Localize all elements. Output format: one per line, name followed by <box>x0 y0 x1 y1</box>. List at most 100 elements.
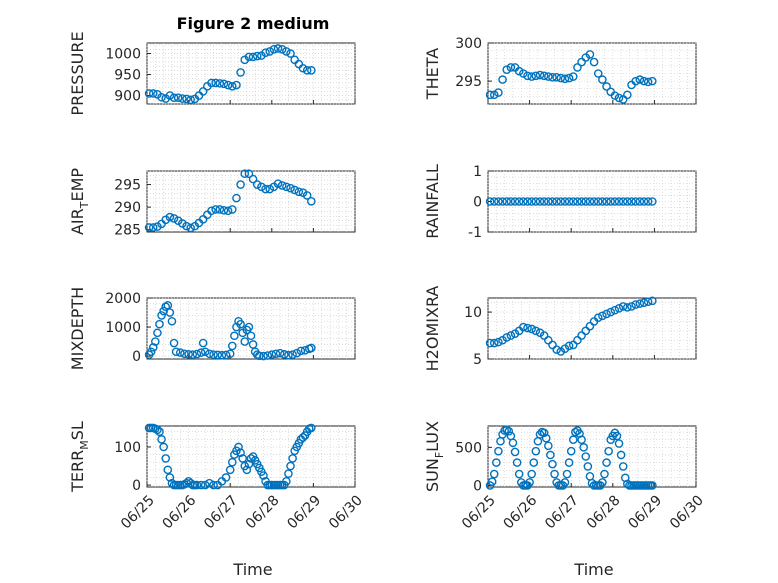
data-point <box>186 95 195 105</box>
data-point <box>284 350 293 360</box>
data-point <box>485 197 495 206</box>
y-tick-label: 1 <box>473 164 482 180</box>
data-point <box>307 343 316 353</box>
y-axis-label-rainfall: RAINFALL <box>423 164 442 239</box>
data-point <box>198 87 208 96</box>
data-point <box>188 350 198 359</box>
y-tick-label: 0 <box>132 349 141 365</box>
data-point <box>514 469 524 479</box>
data-point <box>602 309 611 319</box>
data-point <box>502 333 512 342</box>
data-point <box>544 197 553 206</box>
data-point <box>236 448 245 457</box>
data-point <box>146 347 156 357</box>
data-point <box>614 197 624 206</box>
data-point <box>579 443 588 452</box>
x-tick-label: 06/28 <box>584 493 624 533</box>
data-point <box>598 478 607 487</box>
data-point <box>227 82 237 91</box>
data-point <box>552 73 561 82</box>
subplot-sun-flux: 0 500 06/25 06/26 06/27 06/28 06/29 06/30 SUNFLU… <box>423 421 707 532</box>
data-point <box>267 350 277 359</box>
data-point <box>236 319 245 329</box>
data-point <box>167 316 177 326</box>
data-point <box>519 69 528 78</box>
figure-title: Figure 2 medium <box>177 14 330 33</box>
data-point <box>564 73 574 83</box>
data-point <box>639 76 649 86</box>
data-point <box>215 205 225 214</box>
data-point <box>246 331 256 341</box>
data-point <box>502 425 512 435</box>
data-point <box>277 45 287 54</box>
data-point <box>494 88 503 97</box>
data-point <box>504 427 514 436</box>
data-point <box>539 71 549 81</box>
subplot-terr-msl: 0 100 06/25 06/26 06/27 06/28 06/29 06/30 TERRMS… <box>68 421 366 532</box>
data-point <box>269 45 279 54</box>
data-point <box>298 433 308 442</box>
data-point <box>618 302 628 311</box>
data-point <box>255 351 264 361</box>
data-point <box>302 66 312 75</box>
data-point <box>211 205 220 214</box>
data-point <box>165 212 175 222</box>
y-tick-label: 300 <box>455 36 482 52</box>
x-tick-label: 06/27 <box>542 493 582 533</box>
data-point <box>290 185 299 195</box>
data-point <box>568 435 578 445</box>
data-point <box>548 197 557 206</box>
data-point <box>494 337 503 347</box>
data-point <box>564 341 574 351</box>
data-point <box>506 331 516 340</box>
data-point <box>494 446 503 456</box>
data-point <box>227 341 237 351</box>
data-point <box>535 197 545 206</box>
data-point <box>560 74 570 84</box>
x-tick-label: 06/25 <box>118 493 158 533</box>
data-point <box>489 338 499 348</box>
data-point <box>560 478 570 487</box>
data-point <box>556 197 566 206</box>
x-tick-label: 06/26 <box>160 492 200 532</box>
y-tick-label: 500 <box>455 440 482 456</box>
data-point <box>155 319 164 329</box>
data-point <box>527 197 536 206</box>
x-tick-label: 06/27 <box>201 493 241 533</box>
data-point <box>581 452 591 461</box>
data-point <box>550 469 559 479</box>
y-tick-label: -1 <box>468 225 482 241</box>
data-point <box>221 473 231 482</box>
data-point <box>213 350 223 360</box>
data-point <box>643 197 653 206</box>
y-tick-label: 0 <box>473 478 482 494</box>
y-tick-label: 900 <box>114 89 141 105</box>
data-point <box>593 69 603 78</box>
data-point <box>639 298 649 307</box>
data-point <box>298 63 308 73</box>
data-point <box>225 349 235 359</box>
data-point <box>502 65 512 74</box>
data-point <box>508 438 518 448</box>
data-point <box>541 433 551 443</box>
data-point <box>178 94 187 103</box>
data-point <box>288 350 297 359</box>
data-point <box>635 75 645 84</box>
data-point <box>648 296 657 306</box>
data-point <box>643 77 653 87</box>
data-point <box>227 205 237 214</box>
data-point <box>163 465 173 475</box>
data-point <box>548 73 557 82</box>
data-point <box>602 82 611 91</box>
data-point <box>514 197 524 206</box>
data-point <box>612 431 622 441</box>
data-point <box>631 76 640 86</box>
data-point <box>573 63 582 72</box>
data-point <box>292 348 302 358</box>
data-point <box>506 197 516 206</box>
data-point <box>610 91 620 100</box>
data-point <box>171 347 181 357</box>
data-point <box>263 351 272 360</box>
data-point <box>205 349 214 359</box>
data-point <box>606 197 616 206</box>
